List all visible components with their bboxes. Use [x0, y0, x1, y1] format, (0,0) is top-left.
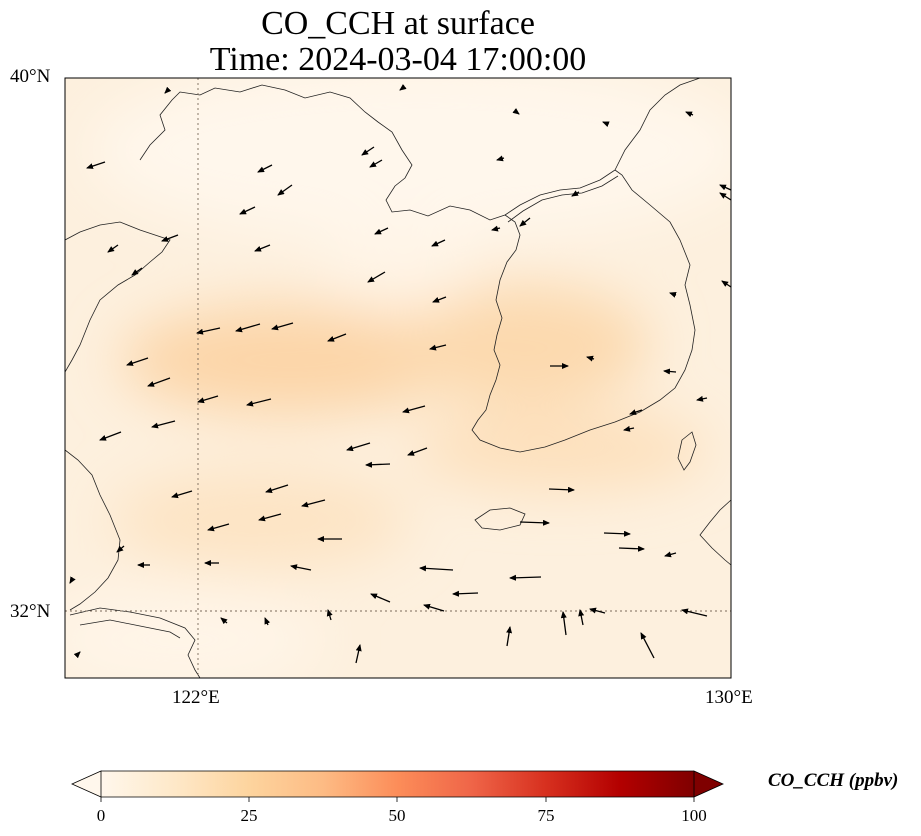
wind-arrow [586, 355, 595, 362]
wind-arrow [355, 644, 362, 664]
wind-arrow [399, 84, 407, 91]
wind-arrow [207, 523, 230, 532]
wind-arrow [402, 405, 426, 414]
wind-arrow [589, 607, 606, 614]
lon-tick-label: 130°E [705, 687, 753, 708]
wind-arrow [578, 609, 585, 626]
wind-arrow [696, 395, 708, 402]
wind-arrow [423, 603, 445, 612]
wind-arrow [506, 626, 513, 647]
wind-arrow [669, 292, 677, 298]
wind-arrow [73, 651, 81, 659]
wind-arrow [254, 244, 271, 252]
wind-arrow [147, 377, 171, 387]
wind-arrow [685, 111, 694, 118]
wind-arrow [197, 395, 219, 404]
colorbar [71, 770, 724, 802]
wind-arrow [512, 108, 520, 115]
wind-vectors [69, 84, 732, 664]
map-frame [64, 77, 732, 679]
wind-arrow [370, 593, 391, 603]
wind-arrow [264, 617, 271, 626]
wind-arrow [235, 323, 261, 333]
wind-arrow [571, 190, 580, 197]
wind-arrow [452, 590, 479, 597]
wind-arrow [664, 551, 677, 558]
wind-arrow [509, 574, 542, 581]
wind-arrow [602, 121, 610, 128]
wind-arrow [496, 155, 505, 162]
colorbar-tick-label: 25 [240, 806, 258, 825]
wind-arrow [126, 357, 149, 366]
wind-arrow [429, 344, 447, 351]
wind-arrow [419, 565, 454, 572]
wind-arrow [432, 296, 447, 303]
wind-arrow [365, 461, 391, 468]
map-title: CO_CCH at surface [261, 5, 535, 42]
wind-arrow [161, 234, 179, 242]
wind-arrow [374, 227, 389, 235]
wind-arrow [131, 267, 143, 276]
wind-arrow [719, 192, 732, 201]
wind-arrow [681, 608, 708, 617]
wind-arrow [346, 442, 371, 452]
wind-arrow [246, 398, 272, 407]
wind-arrow [629, 409, 643, 415]
wind-arrow [86, 161, 106, 169]
wind-arrow [239, 206, 256, 215]
coastlines [65, 78, 731, 678]
wind-arrow [367, 271, 386, 283]
wind-arrow [196, 327, 221, 335]
colorbar-extend-min [71, 770, 102, 798]
wind-arrow [69, 576, 76, 584]
wind-arrow [519, 519, 550, 526]
wind-arrow [431, 239, 446, 247]
lat-tick-label: 32°N [10, 601, 51, 622]
wind-arrow [171, 490, 193, 499]
concentration-field [65, 78, 731, 678]
wind-arrow [560, 611, 567, 636]
wind-arrow [719, 184, 732, 191]
wind-arrow [548, 486, 575, 493]
wind-arrow [151, 420, 176, 429]
wind-arrow [265, 484, 289, 494]
colorbar-tick-label: 100 [681, 806, 707, 825]
wind-arrow [663, 368, 677, 375]
wind-arrow [640, 632, 655, 659]
wind-arrow [107, 244, 119, 253]
colorbar-tick-label: 50 [388, 806, 406, 825]
map-subtitle-time: Time: 2024-03-04 17:00:00 [209, 41, 587, 78]
colorbar-label: CO_CCH (ppbv) [768, 770, 899, 791]
wind-arrow [290, 564, 312, 571]
wind-arrow [301, 499, 326, 508]
wind-arrow [721, 280, 732, 288]
wind-arrow [271, 322, 294, 331]
wind-arrow [164, 86, 172, 94]
lat-tick-label: 40°N [10, 66, 51, 87]
wind-arrow [220, 617, 228, 625]
wind-arrow [603, 530, 631, 537]
wind-arrow [407, 447, 428, 456]
wind-arrow [623, 425, 635, 432]
wind-arrow [116, 545, 125, 553]
wind-arrow [361, 146, 375, 156]
colorbar-tick-label: 0 [96, 806, 106, 825]
wind-arrow [519, 217, 531, 227]
wind-arrow [277, 184, 293, 196]
wind-arrow [327, 333, 347, 342]
wind-arrow [369, 159, 383, 168]
colorbar-tick-label: 75 [537, 806, 555, 825]
wind-arrow [491, 225, 501, 232]
lon-tick-label: 122°E [172, 687, 220, 708]
wind-arrow [257, 164, 273, 173]
colorbar-extend-max [693, 770, 724, 798]
wind-arrow [258, 513, 282, 522]
gridlines [65, 78, 731, 678]
wind-arrow [99, 431, 122, 441]
colorbar-body [101, 771, 694, 797]
wind-arrow [618, 545, 645, 552]
wind-arrow [326, 609, 333, 621]
